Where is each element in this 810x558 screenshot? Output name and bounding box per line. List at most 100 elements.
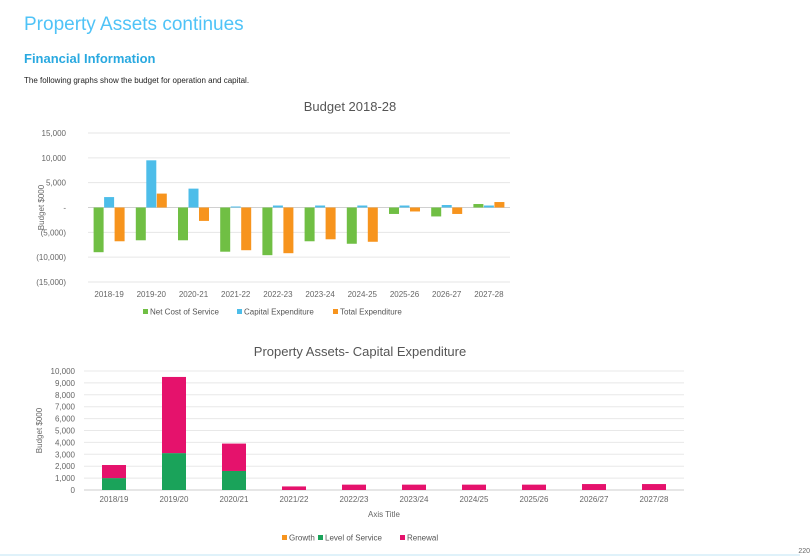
x-tick-label: 2025/26 [520,495,549,504]
x-tick-label: 2018/19 [100,495,129,504]
x-tick-label: 2025-26 [390,290,420,299]
y-axis-label: Budget $000 [35,407,44,453]
y-tick-label: 9,000 [55,379,76,388]
y-tick-label: (5,000) [41,228,67,237]
bar-level-of-service [102,478,126,490]
x-tick-label: 2021/22 [280,495,309,504]
x-tick-label: 2022-23 [263,290,293,299]
y-tick-label: 10,000 [51,367,76,376]
legend-swatch [237,309,242,314]
x-tick-label: 2018-19 [94,290,124,299]
y-tick-label: (15,000) [36,278,66,287]
footer-rule [0,554,800,556]
bar-renewal [462,484,486,490]
bar-total-expenditure [410,207,420,212]
y-tick-label: 5,000 [55,427,76,436]
bar-total-expenditure [156,193,167,208]
bar-capital-expenditure [146,160,157,208]
x-tick-label: 2027-28 [474,290,504,299]
y-tick-label: - [63,204,66,213]
y-axis-label: Budget $000 [37,184,46,230]
bar-capital-expenditure [483,205,494,208]
legend-label: Level of Service [325,534,382,543]
x-tick-label: 2023-24 [305,290,335,299]
x-tick-label: 2019/20 [160,495,189,504]
x-tick-label: 2024-25 [348,290,378,299]
bar-net-cost-of-service [346,207,357,244]
bar-capital-expenditure [357,205,368,208]
legend-swatch [318,535,323,540]
bar-level-of-service [162,453,186,490]
legend-label: Total Expenditure [340,308,402,317]
bar-total-expenditure [452,207,463,214]
x-tick-label: 2021-22 [221,290,251,299]
y-tick-label: 0 [71,486,76,495]
x-tick-label: 2026-27 [432,290,462,299]
bar-net-cost-of-service [389,207,399,214]
bar-net-cost-of-service [473,204,484,208]
y-tick-label: 8,000 [55,391,76,400]
budget-chart-title: Budget 2018-28 [303,99,397,114]
y-tick-label: 1,000 [55,474,76,483]
bar-capital-expenditure [230,206,241,208]
bar-total-expenditure [325,207,336,240]
legend-label: Growth [289,534,315,543]
bar-capital-expenditure [188,188,199,208]
bar-net-cost-of-service [93,207,104,253]
capex-chart-title: Property Assets- Capital Expenditure [253,344,467,359]
bar-level-of-service [222,470,246,490]
legend-label: Net Cost of Service [150,308,219,317]
bar-total-expenditure [367,207,378,242]
bar-capital-expenditure [315,205,326,208]
y-tick-label: 7,000 [55,403,76,412]
y-tick-label: (10,000) [36,253,66,262]
bar-renewal [642,484,666,490]
bar-renewal [342,484,366,490]
bar-capital-expenditure [441,205,452,208]
bar-renewal [162,376,186,454]
bar-net-cost-of-service [431,207,442,217]
x-tick-label: 2023/24 [400,495,429,504]
bar-total-expenditure [283,207,294,254]
bar-net-cost-of-service [178,207,188,241]
y-tick-label: 15,000 [42,129,67,138]
section-title: Financial Information [24,51,156,66]
bar-net-cost-of-service [220,207,231,252]
x-tick-label: 2019-20 [137,290,167,299]
intro-text: The following graphs show the budget for… [24,76,250,85]
legend-swatch [400,535,405,540]
bar-capital-expenditure [272,205,283,208]
bar-total-expenditure [494,202,505,208]
legend-label: Capital Expenditure [244,308,314,317]
page-number: 220 [798,548,810,555]
bar-total-expenditure [114,207,125,242]
y-tick-label: 4,000 [55,438,76,447]
bar-net-cost-of-service [262,207,273,256]
x-tick-label: 2020-21 [179,290,209,299]
y-tick-label: 5,000 [46,179,67,188]
y-tick-label: 3,000 [55,450,76,459]
bar-total-expenditure [241,207,252,251]
legend-label: Renewal [407,534,438,543]
bar-net-cost-of-service [135,207,146,241]
x-tick-label: 2026/27 [580,495,609,504]
x-tick-label: 2022/23 [340,495,369,504]
x-tick-label: 2020/21 [220,495,249,504]
bar-renewal [222,443,246,471]
bar-renewal [522,484,546,490]
bar-renewal [102,465,126,479]
bar-renewal [402,484,426,490]
x-tick-label: 2024/25 [460,495,489,504]
bar-capital-expenditure [399,205,410,208]
bar-net-cost-of-service [304,207,315,242]
bar-capital-expenditure [104,197,115,208]
legend-swatch [333,309,338,314]
legend-swatch [282,535,287,540]
y-tick-label: 6,000 [55,415,76,424]
bar-renewal [582,484,606,490]
legend-swatch [143,309,148,314]
x-tick-label: 2027/28 [640,495,669,504]
bar-total-expenditure [199,207,209,221]
